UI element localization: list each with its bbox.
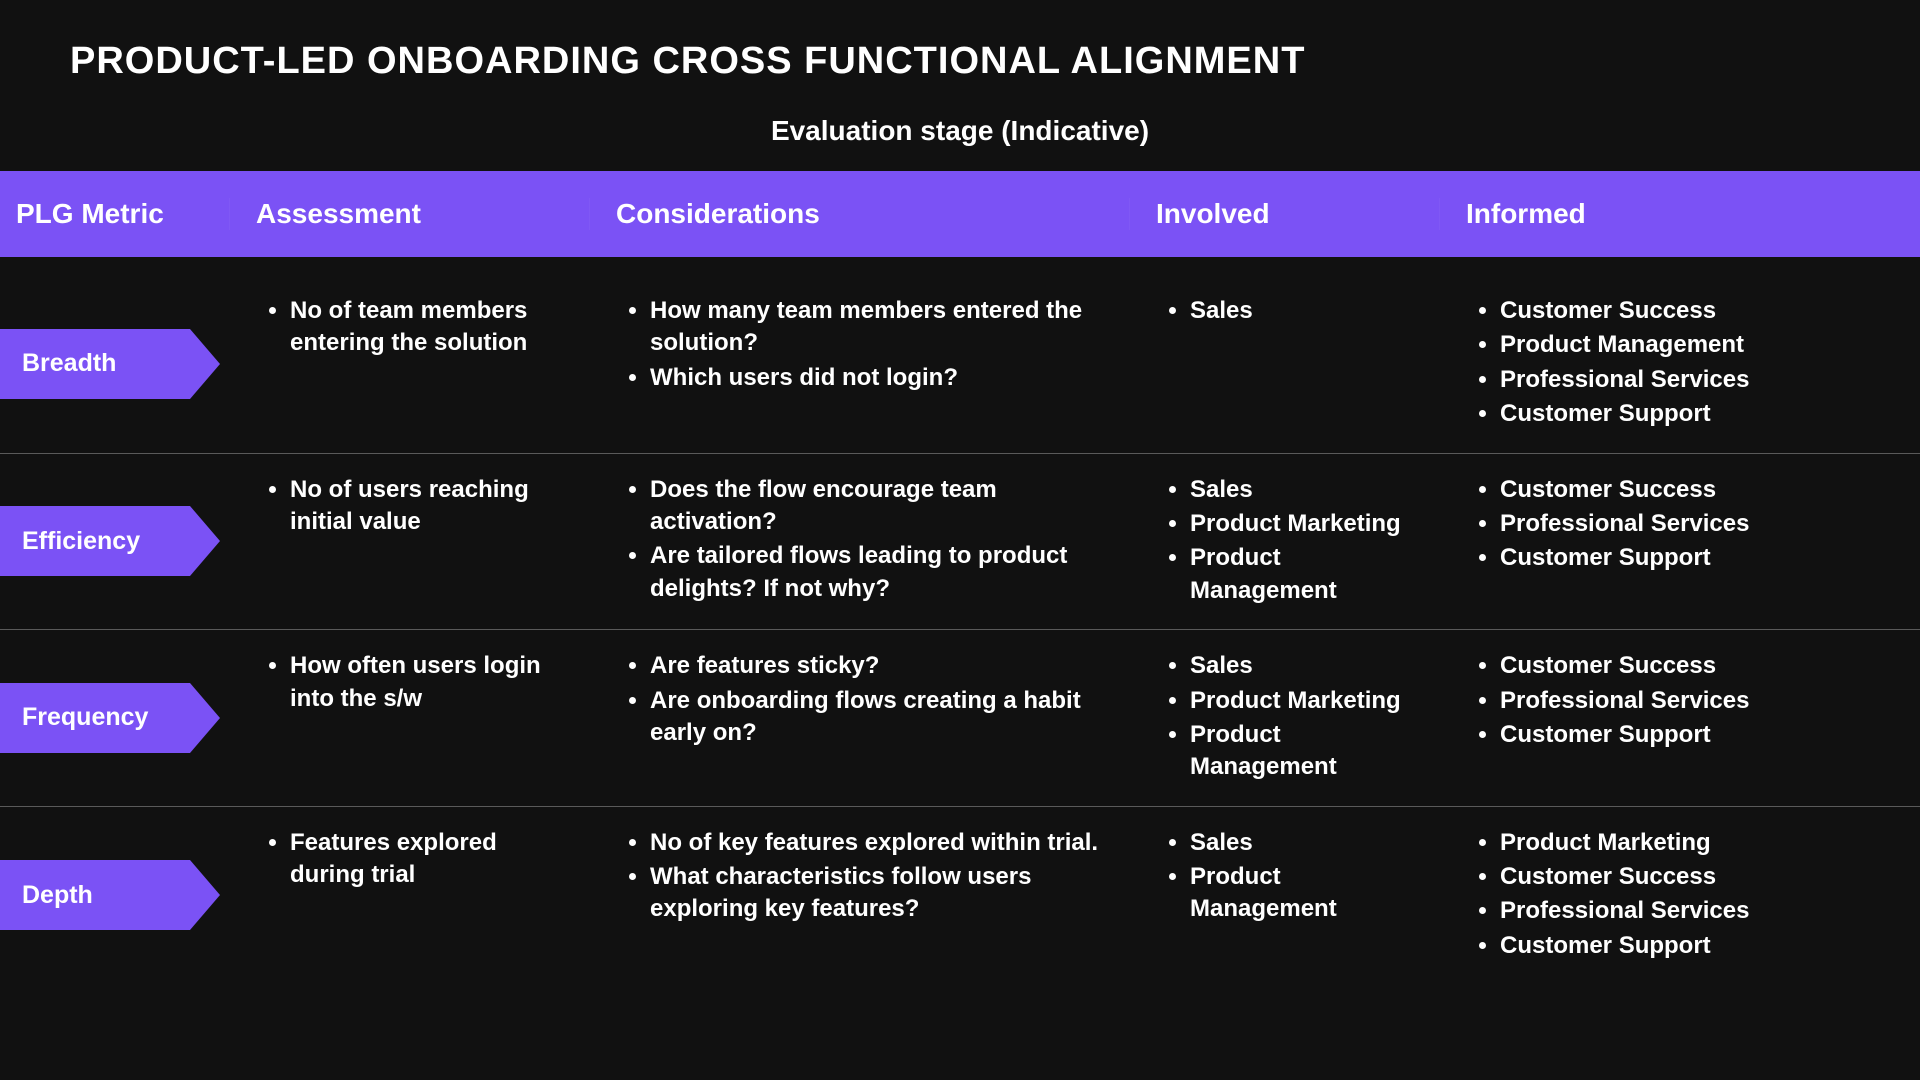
col-header-assessment: Assessment [230,198,590,230]
list-item: Customer Support [1500,719,1900,751]
assessment-list: No of users reaching initial value [250,474,570,539]
involved-cell: SalesProduct Management [1130,821,1440,971]
list-item: Does the flow encourage team activation? [650,474,1110,539]
assessment-cell: No of team members entering the solution [230,289,590,439]
informed-list: Customer SuccessProfessional ServicesCus… [1460,474,1900,575]
list-item: Professional Services [1500,895,1900,927]
list-item: Are tailored flows leading to product de… [650,540,1110,605]
considerations-list: Are features sticky?Are onboarding flows… [610,650,1110,749]
involved-list: SalesProduct Management [1150,827,1420,926]
involved-list: Sales [1150,295,1420,327]
table-row: Frequency How often users login into the … [0,630,1920,807]
list-item: Sales [1190,827,1420,859]
list-item: No of team members entering the solution [290,295,570,360]
list-item: Product Management [1190,861,1420,926]
informed-list: Customer SuccessProfessional ServicesCus… [1460,650,1900,751]
involved-cell: SalesProduct MarketingProduct Management [1130,468,1440,616]
list-item: No of key features explored within trial… [650,827,1110,859]
list-item: Sales [1190,295,1420,327]
list-item: Sales [1190,650,1420,682]
list-item: Product Management [1190,719,1420,784]
list-item: What characteristics follow users explor… [650,861,1110,926]
list-item: Product Management [1190,542,1420,607]
metric-cell: Efficiency [0,468,230,616]
col-header-informed: Informed [1440,198,1920,230]
col-header-considerations: Considerations [590,198,1130,230]
considerations-cell: Are features sticky?Are onboarding flows… [590,644,1130,792]
list-item: Product Management [1500,329,1900,361]
assessment-list: Features explored during trial [250,827,570,892]
metric-arrow-label: Breadth [0,329,190,399]
alignment-table: PLG Metric Assessment Considerations Inv… [0,171,1920,984]
involved-list: SalesProduct MarketingProduct Management [1150,474,1420,608]
informed-cell: Product MarketingCustomer SuccessProfess… [1440,821,1920,971]
assessment-list: How often users login into the s/w [250,650,570,715]
list-item: Which users did not login? [650,362,1110,394]
table-row: Depth Features explored during trial No of… [0,807,1920,985]
list-item: Customer Success [1500,650,1900,682]
assessment-list: No of team members entering the solution [250,295,570,360]
list-item: Product Marketing [1190,508,1420,540]
col-header-metric: PLG Metric [0,198,230,230]
metric-arrow-label: Efficiency [0,506,190,576]
considerations-cell: Does the flow encourage team activation?… [590,468,1130,616]
list-item: Customer Success [1500,295,1900,327]
page-title: PRODUCT-LED ONBOARDING CROSS FUNCTIONAL … [0,40,1920,83]
considerations-list: No of key features explored within trial… [610,827,1110,926]
considerations-cell: How many team members entered the soluti… [590,289,1130,439]
list-item: Professional Services [1500,685,1900,717]
table-row: Efficiency No of users reaching initial v… [0,454,1920,631]
involved-cell: SalesProduct MarketingProduct Management [1130,644,1440,792]
table-header-row: PLG Metric Assessment Considerations Inv… [0,171,1920,257]
involved-list: SalesProduct MarketingProduct Management [1150,650,1420,784]
page-subtitle: Evaluation stage (Indicative) [0,115,1920,147]
col-header-involved: Involved [1130,198,1440,230]
involved-cell: Sales [1130,289,1440,439]
list-item: Professional Services [1500,364,1900,396]
assessment-cell: How often users login into the s/w [230,644,590,792]
informed-list: Product MarketingCustomer SuccessProfess… [1460,827,1900,963]
informed-cell: Customer SuccessProfessional ServicesCus… [1440,468,1920,616]
list-item: Customer Success [1500,474,1900,506]
list-item: Customer Support [1500,542,1900,574]
assessment-cell: No of users reaching initial value [230,468,590,616]
table-row: Breadth No of team members entering the s… [0,275,1920,454]
list-item: Product Marketing [1500,827,1900,859]
metric-cell: Depth [0,821,230,971]
considerations-cell: No of key features explored within trial… [590,821,1130,971]
metric-arrow-label: Depth [0,860,190,930]
list-item: Product Marketing [1190,685,1420,717]
list-item: Are onboarding flows creating a habit ea… [650,685,1110,750]
list-item: Customer Success [1500,861,1900,893]
list-item: How many team members entered the soluti… [650,295,1110,360]
metric-arrow-label: Frequency [0,683,190,753]
considerations-list: How many team members entered the soluti… [610,295,1110,394]
informed-list: Customer SuccessProduct ManagementProfes… [1460,295,1900,431]
list-item: Professional Services [1500,508,1900,540]
list-item: Features explored during trial [290,827,570,892]
list-item: Sales [1190,474,1420,506]
metric-cell: Frequency [0,644,230,792]
list-item: Customer Support [1500,398,1900,430]
informed-cell: Customer SuccessProfessional ServicesCus… [1440,644,1920,792]
list-item: Are features sticky? [650,650,1110,682]
list-item: How often users login into the s/w [290,650,570,715]
list-item: No of users reaching initial value [290,474,570,539]
informed-cell: Customer SuccessProduct ManagementProfes… [1440,289,1920,439]
metric-cell: Breadth [0,289,230,439]
list-item: Customer Support [1500,930,1900,962]
assessment-cell: Features explored during trial [230,821,590,971]
considerations-list: Does the flow encourage team activation?… [610,474,1110,606]
